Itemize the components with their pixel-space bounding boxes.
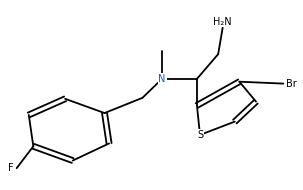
Text: H₂N: H₂N — [213, 17, 232, 27]
Text: S: S — [197, 130, 203, 140]
Text: N: N — [158, 74, 166, 84]
Text: Br: Br — [286, 79, 297, 89]
Text: F: F — [8, 163, 14, 173]
